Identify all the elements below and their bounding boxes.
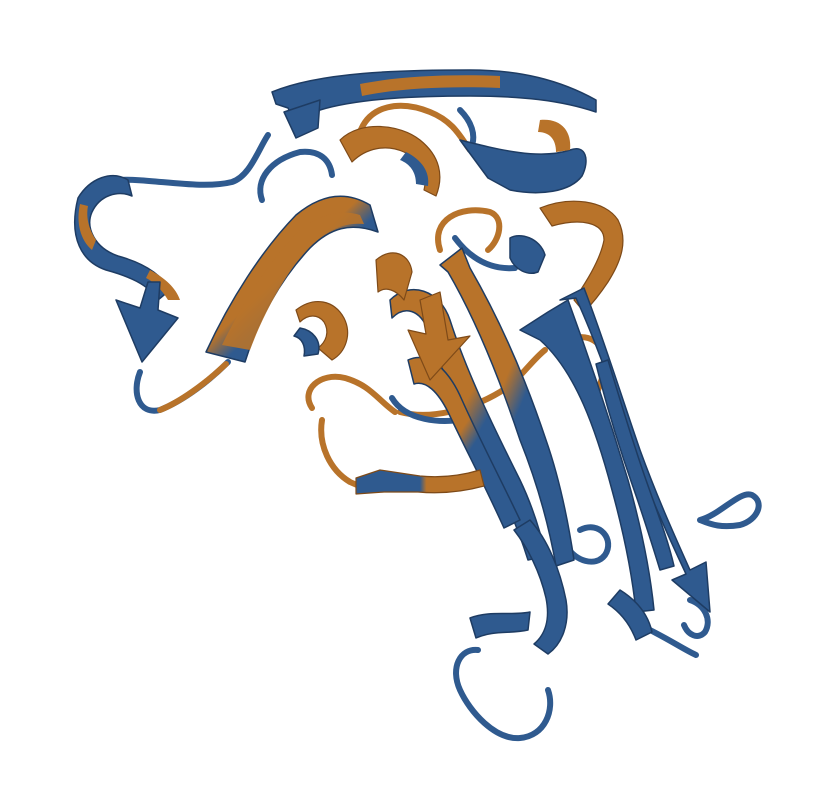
coil-right-small-loop xyxy=(697,491,762,530)
coil-center-3 xyxy=(397,347,548,418)
helix-left-orange-2 xyxy=(146,270,180,300)
coil-bottom-loop xyxy=(453,646,554,742)
coil-center-1 xyxy=(305,373,398,415)
coil-top-arc xyxy=(357,102,473,153)
strand-top xyxy=(271,69,597,131)
helix-center-blue xyxy=(400,152,429,186)
coil-mid-upper xyxy=(435,207,503,253)
coil-left-loop-orange xyxy=(157,361,229,413)
coil-bottom-right-2 xyxy=(681,597,711,639)
coil-loops xyxy=(115,102,762,742)
helix-mid-blue xyxy=(293,327,320,357)
strand-left-diagonal-face xyxy=(222,212,364,350)
strand-center-a xyxy=(439,247,575,567)
strand-right-c xyxy=(595,359,675,571)
strand-center-d xyxy=(407,356,521,529)
strand-right-blue-tab xyxy=(509,234,546,274)
strand-left-arrow xyxy=(115,281,179,363)
strand-lower xyxy=(513,519,568,655)
coil-upper-left xyxy=(115,132,271,188)
strand-top-right xyxy=(459,139,587,194)
strand-top-arrow xyxy=(283,99,321,139)
strand-top-orange xyxy=(360,75,500,96)
strand-center-c xyxy=(375,252,413,301)
coil-top-hook xyxy=(257,148,335,203)
coil-mid-upper-2 xyxy=(452,235,518,272)
helix-left xyxy=(74,175,171,301)
strand-lower-right xyxy=(607,589,653,641)
helix-center xyxy=(339,125,441,197)
strand-lower-arrow xyxy=(469,611,531,639)
coil-lower-mid xyxy=(565,524,612,565)
coil-bottom-right xyxy=(647,627,699,658)
strand-center-e xyxy=(407,291,471,381)
strand-top-right-orange xyxy=(538,119,571,152)
strand-right-a xyxy=(519,299,655,613)
strand-top-right-orange-2 xyxy=(539,200,624,313)
secondary-structure xyxy=(74,69,711,655)
helix-left-orange xyxy=(78,204,96,250)
coil-left-loop xyxy=(133,359,231,414)
strand-bottom-orange xyxy=(355,469,485,495)
